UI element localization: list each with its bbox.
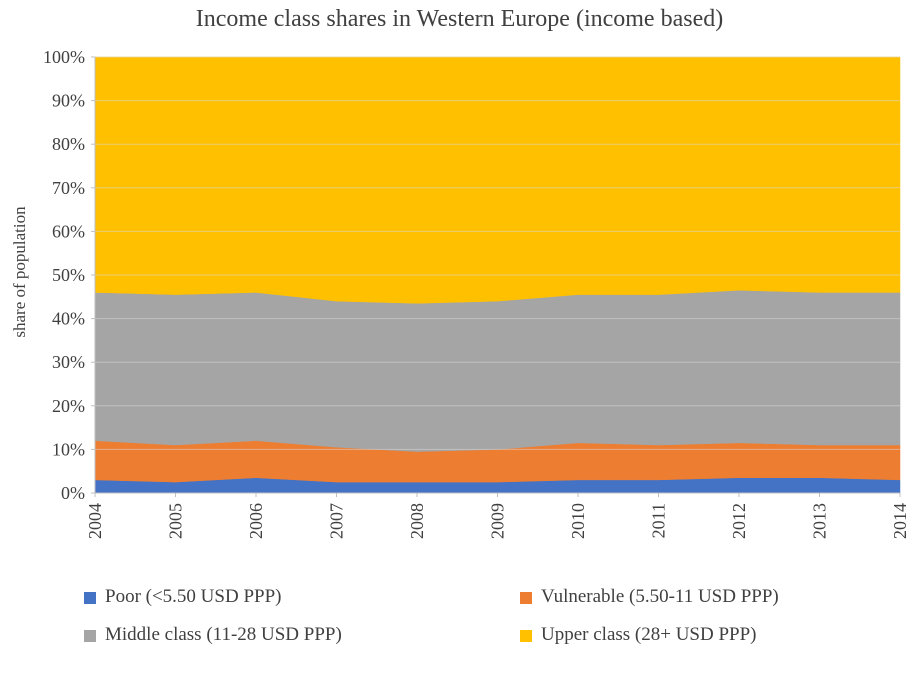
y-tick-label: 30% (52, 352, 85, 372)
y-tick-label: 40% (52, 309, 85, 329)
y-tick-label: 20% (52, 396, 85, 416)
area-middle (94, 290, 901, 452)
y-tick-label: 80% (52, 134, 85, 154)
legend-item-middle: Middle class (11-28 USD PPP) (84, 624, 520, 646)
x-tick-label: 2011 (649, 503, 669, 538)
x-tick-label: 2008 (407, 503, 427, 539)
legend-label-upper: Upper class (28+ USD PPP) (541, 624, 757, 645)
x-tick-label: 2006 (246, 503, 266, 539)
chart-title: Income class shares in Western Europe (i… (195, 6, 724, 32)
y-tick-label: 50% (52, 265, 85, 285)
legend: Poor (<5.50 USD PPP) Vulnerable (5.50-11… (84, 586, 779, 646)
y-tick-label: 100% (43, 47, 85, 67)
legend-label-vulnerable: Vulnerable (5.50-11 USD PPP) (541, 586, 779, 607)
y-tick-label: 90% (52, 91, 85, 111)
x-tick-label: 2013 (810, 503, 830, 539)
stacked-area-plot: 0% 10% 20% 30% 40% 50% 60% 70% 80% 90% 100% 2004 200… (43, 47, 910, 539)
x-tick-label: 2012 (729, 503, 749, 539)
legend-item-poor: Poor (<5.50 USD PPP) (84, 586, 520, 608)
legend-label-poor: Poor (<5.50 USD PPP) (105, 586, 282, 607)
x-tick-label: 2005 (166, 503, 186, 539)
y-tick-label: 60% (52, 221, 85, 241)
legend-item-upper: Upper class (28+ USD PPP) (520, 624, 779, 646)
y-tick-label: 10% (52, 439, 85, 459)
legend-label-middle: Middle class (11-28 USD PPP) (105, 624, 342, 645)
y-tick-label: 70% (52, 178, 85, 198)
x-tick-label: 2004 (85, 503, 105, 539)
legend-swatch-poor (84, 592, 96, 604)
legend-item-vulnerable: Vulnerable (5.50-11 USD PPP) (520, 586, 779, 608)
x-tick-label: 2014 (890, 503, 910, 539)
y-tick-label: 0% (61, 483, 85, 503)
x-tick-label: 2007 (327, 503, 347, 539)
x-tick-label: 2010 (568, 503, 588, 539)
legend-swatch-upper (520, 630, 532, 642)
legend-swatch-vulnerable (520, 592, 532, 604)
x-tick-label: 2009 (488, 503, 508, 539)
area-upper (94, 56, 901, 304)
legend-swatch-middle (84, 630, 96, 642)
